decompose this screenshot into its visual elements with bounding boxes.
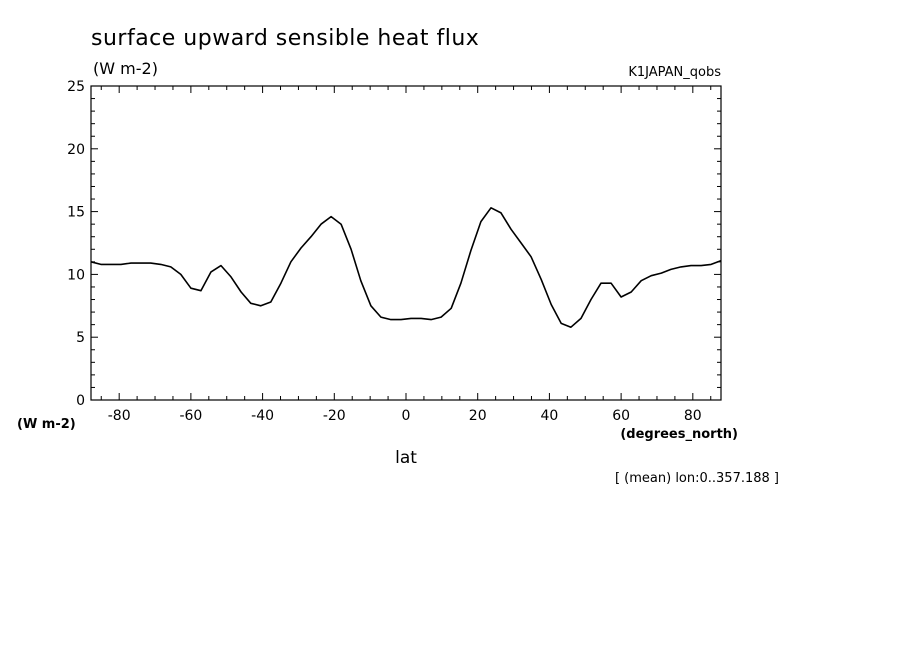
plot-area: 0 5 10 15 20 25 -80 -60 -40 -20 0 20 40 60 80 bbox=[67, 79, 722, 424]
x-tick-label: -20 bbox=[323, 408, 346, 424]
averaging-note: [ (mean) lon:0..357.188 ] bbox=[615, 471, 779, 486]
chart-title: surface upward sensible heat flux bbox=[91, 26, 479, 51]
y-tick-label: 5 bbox=[76, 330, 85, 346]
dataset-label: K1JAPAN_qobs bbox=[628, 65, 721, 80]
y-tick-label: 10 bbox=[67, 267, 85, 283]
series-line bbox=[90, 207, 722, 329]
x-tick-label: -60 bbox=[179, 408, 202, 424]
y-axis-label: (W m-2) bbox=[17, 417, 76, 432]
y-axis: 0 5 10 15 20 25 bbox=[67, 79, 721, 409]
plot-frame bbox=[90, 85, 722, 401]
chart-units: (W m-2) bbox=[93, 59, 158, 78]
x-tick-label: 40 bbox=[540, 408, 558, 424]
y-tick-label: 0 bbox=[76, 393, 85, 409]
x-axis: -80 -60 -40 -20 0 20 40 60 80 bbox=[100, 86, 712, 424]
y-tick-label: 20 bbox=[67, 142, 85, 158]
x-axis-label: lat bbox=[395, 448, 417, 468]
x-tick-label: 0 bbox=[402, 408, 411, 424]
x-tick-label: 20 bbox=[469, 408, 487, 424]
x-tick-label: 60 bbox=[612, 408, 630, 424]
x-axis-units: (degrees_north) bbox=[620, 427, 738, 442]
x-tick-label: 80 bbox=[684, 408, 702, 424]
x-tick-label: -40 bbox=[251, 408, 274, 424]
y-tick-label: 15 bbox=[67, 205, 85, 221]
x-tick-label: -80 bbox=[108, 408, 131, 424]
y-tick-label: 25 bbox=[67, 79, 85, 95]
